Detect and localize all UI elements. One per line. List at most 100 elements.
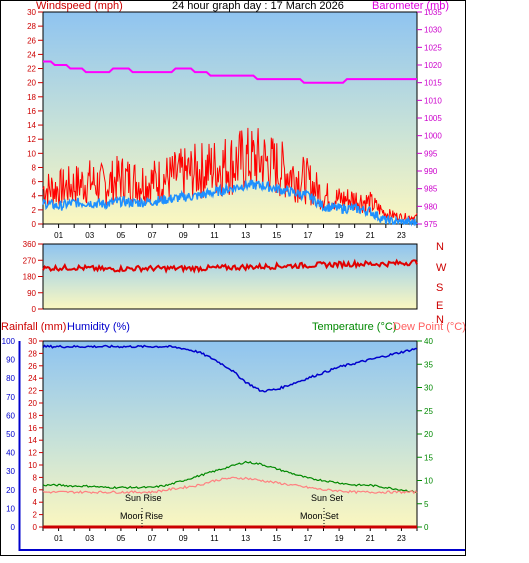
x-tick-label: 05 [116,534,125,543]
wind-avg-series [42,179,418,227]
humidity-y-tick-label: 50 [6,430,15,439]
temp-y-tick-label: 40 [424,337,433,346]
x-tick-label: 05 [116,231,125,240]
wind-y-tick-label: 26 [27,36,36,45]
baro-y-tick-label: 990 [424,167,438,176]
x-tick-label: 13 [241,534,250,543]
wind-y-tick-label: 24 [27,50,36,59]
temp-y-tick-label: 0 [424,523,429,532]
rain-y-tick-label: 4 [33,498,38,507]
baro-y-tick-label: 1035 [424,8,442,17]
baro-y-tick-label: 1015 [424,79,442,88]
wind-y-tick-label: 20 [27,79,36,88]
dewpoint-series [42,476,418,495]
rain-y-tick-label: 8 [33,473,38,482]
moon-set-label: Moon Set [300,511,339,521]
x-tick-label: 03 [85,231,94,240]
rain-y-tick-label: 20 [28,399,37,408]
baro-y-tick-label: 1005 [424,114,442,123]
wind-y-tick-label: 16 [27,107,36,116]
dir-y-tick-label: 90 [27,289,36,298]
temp-y-tick-label: 15 [424,453,433,462]
x-tick-label: 23 [397,231,406,240]
baro-y-tick-label: 1025 [424,43,442,52]
x-tick-label: 21 [366,231,375,240]
temp-plot-area [42,340,418,528]
rain-y-tick-label: 10 [28,461,37,470]
x-tick-label: 01 [54,534,63,543]
baro-y-tick-label: 975 [424,220,438,229]
direction-plot-area [42,243,418,310]
temperature-axis-label: Temperature (°C) [312,321,396,333]
dir-y-tick-label: 180 [23,273,37,282]
wind-y-tick-label: 22 [27,65,36,74]
temp-y-tick-label: 30 [424,384,433,393]
compass-label: N [436,314,444,326]
humidity-y-tick-label: 20 [6,486,15,495]
humidity-y-tick-label: 40 [6,449,15,458]
humidity-y-tick-label: 60 [6,411,15,420]
wind-y-tick-label: 10 [27,149,36,158]
baro-y-tick-label: 1020 [424,61,442,70]
sun-rise-label: Sun Rise [125,493,162,503]
x-tick-label: 23 [397,534,406,543]
baro-y-tick-label: 1030 [424,26,442,35]
compass-label: S [436,282,443,294]
wind-y-tick-label: 4 [32,192,37,201]
rain-y-tick-label: 0 [33,523,38,532]
rain-y-tick-label: 12 [28,449,37,458]
rain-y-tick-label: 24 [28,374,37,383]
windspeed-axis-label: Windspeed (mph) [36,0,123,12]
barometer-axis-label: Barometer (mb) [372,0,449,12]
rain-y-tick-label: 22 [28,387,37,396]
temp-y-tick-label: 35 [424,360,433,369]
compass-label: N [436,241,444,253]
x-tick-label: 07 [148,534,157,543]
x-tick-label: 17 [303,231,312,240]
humidity-y-tick-label: 90 [6,356,15,365]
temp-y-tick-label: 5 [424,500,429,509]
wind-y-tick-label: 8 [32,163,37,172]
x-tick-label: 17 [303,534,312,543]
rain-y-tick-label: 16 [28,424,37,433]
x-tick-label: 19 [335,231,344,240]
x-tick-label: 15 [272,534,281,543]
baro-y-tick-label: 985 [424,185,438,194]
x-tick-label: 19 [335,534,344,543]
barometer-series [43,60,417,84]
humidity-y-tick-label: 70 [6,393,15,402]
rainfall-axis-label: Rainfall (mm) [1,321,66,333]
humidity-y-tick-label: 30 [6,467,15,476]
baro-y-tick-label: 995 [424,149,438,158]
temp-y-tick-label: 25 [424,407,433,416]
wind-y-tick-label: 0 [32,220,37,229]
wind-y-tick-label: 6 [32,178,37,187]
humidity-series [42,344,418,393]
rain-y-tick-label: 6 [33,486,38,495]
x-tick-label: 09 [179,231,188,240]
baro-y-tick-label: 1010 [424,96,442,105]
rain-y-tick-label: 28 [28,349,37,358]
x-tick-label: 01 [54,231,63,240]
temp-y-tick-label: 10 [424,477,433,486]
x-tick-label: 03 [85,534,94,543]
humidity-y-tick-label: 100 [2,337,16,346]
chart-title: 24 hour graph day : 17 March 2026 [172,0,344,12]
humidity-y-tick-label: 10 [6,504,15,513]
wind-direction-series [42,258,418,274]
x-tick-label: 09 [179,534,188,543]
rain-y-tick-label: 26 [28,362,37,371]
sun-set-label: Sun Set [311,493,344,503]
temp-y-tick-label: 20 [424,430,433,439]
x-tick-label: 13 [241,231,250,240]
wind-y-tick-label: 28 [27,22,36,31]
wind-y-tick-label: 12 [27,135,36,144]
rain-y-tick-label: 30 [28,337,37,346]
temperature-series [42,460,418,494]
rain-y-tick-label: 14 [28,436,37,445]
baro-y-tick-label: 1000 [424,132,442,141]
dir-y-tick-label: 0 [32,305,37,314]
compass-label: W [436,262,447,274]
